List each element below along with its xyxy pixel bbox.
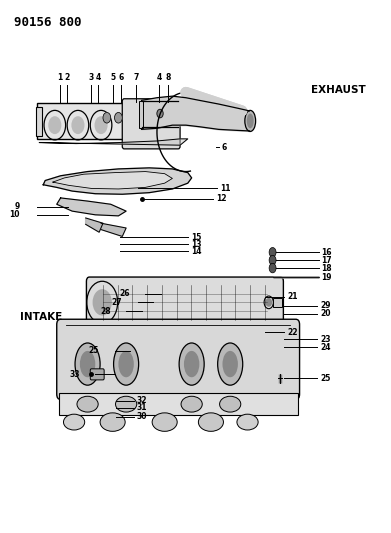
Bar	[273, 298, 282, 306]
Text: 31: 31	[137, 403, 147, 413]
Text: 7: 7	[133, 73, 138, 82]
Text: 22: 22	[287, 328, 298, 337]
FancyBboxPatch shape	[57, 319, 300, 399]
Polygon shape	[43, 168, 192, 194]
Circle shape	[269, 247, 276, 257]
Text: 13: 13	[191, 240, 201, 249]
Ellipse shape	[222, 351, 238, 377]
Circle shape	[266, 298, 271, 306]
Text: 4: 4	[96, 73, 101, 82]
Bar	[59, 393, 298, 415]
Ellipse shape	[75, 343, 100, 385]
FancyBboxPatch shape	[122, 99, 180, 149]
Ellipse shape	[181, 396, 202, 412]
Text: 19: 19	[321, 272, 331, 281]
Text: 90156 800: 90156 800	[14, 16, 82, 29]
Text: 32: 32	[137, 397, 147, 406]
Text: 23: 23	[320, 335, 330, 344]
Circle shape	[115, 112, 122, 123]
Text: 5: 5	[110, 73, 115, 82]
Circle shape	[103, 112, 111, 123]
Text: 25: 25	[89, 346, 99, 356]
Circle shape	[95, 116, 108, 134]
Ellipse shape	[220, 396, 241, 412]
Polygon shape	[57, 198, 126, 216]
Ellipse shape	[184, 351, 199, 377]
Ellipse shape	[115, 396, 137, 412]
Ellipse shape	[152, 413, 177, 431]
Text: EXHAUST: EXHAUST	[311, 85, 366, 95]
Ellipse shape	[218, 343, 243, 385]
Text: 6: 6	[119, 73, 124, 82]
Text: 8: 8	[165, 73, 170, 82]
Ellipse shape	[179, 343, 204, 385]
Ellipse shape	[114, 343, 139, 385]
Text: 9: 9	[15, 203, 20, 212]
Text: INTAKE: INTAKE	[20, 312, 63, 321]
Text: 26: 26	[120, 289, 130, 298]
Text: 20: 20	[320, 310, 330, 319]
FancyBboxPatch shape	[86, 277, 283, 329]
Text: 10: 10	[10, 211, 20, 219]
Text: 33: 33	[69, 369, 80, 378]
Circle shape	[72, 116, 84, 134]
Text: 27: 27	[112, 298, 122, 307]
Text: 28: 28	[100, 307, 111, 316]
Ellipse shape	[100, 413, 125, 431]
Bar	[36, 107, 43, 136]
Circle shape	[269, 263, 276, 273]
Text: 21: 21	[287, 292, 298, 301]
Text: 14: 14	[191, 247, 201, 256]
Text: 2: 2	[65, 73, 70, 82]
Text: 6: 6	[221, 143, 226, 152]
Polygon shape	[39, 139, 188, 145]
Text: 11: 11	[220, 184, 230, 193]
Ellipse shape	[198, 413, 223, 431]
Text: 24: 24	[320, 343, 330, 352]
Text: 25: 25	[320, 374, 330, 383]
Bar	[38, 103, 157, 139]
Text: 1: 1	[57, 73, 63, 82]
Ellipse shape	[247, 114, 254, 128]
Polygon shape	[53, 172, 172, 189]
Text: 17: 17	[321, 256, 332, 265]
Circle shape	[93, 289, 112, 316]
Ellipse shape	[245, 110, 256, 132]
Ellipse shape	[77, 396, 98, 412]
Text: 4: 4	[156, 73, 161, 82]
Ellipse shape	[63, 414, 85, 430]
Text: 12: 12	[216, 195, 226, 204]
Polygon shape	[86, 218, 103, 232]
Circle shape	[48, 116, 61, 134]
Ellipse shape	[80, 351, 95, 377]
Text: 30: 30	[137, 413, 147, 421]
Text: 15: 15	[191, 233, 201, 242]
Bar	[139, 101, 143, 128]
Ellipse shape	[118, 351, 134, 377]
Text: 18: 18	[321, 264, 332, 272]
Circle shape	[157, 109, 163, 118]
Text: 29: 29	[320, 301, 330, 310]
Text: 16: 16	[321, 248, 331, 257]
Polygon shape	[101, 223, 126, 237]
Ellipse shape	[237, 414, 258, 430]
Text: 3: 3	[89, 73, 94, 82]
FancyBboxPatch shape	[90, 369, 104, 380]
Circle shape	[269, 255, 276, 265]
